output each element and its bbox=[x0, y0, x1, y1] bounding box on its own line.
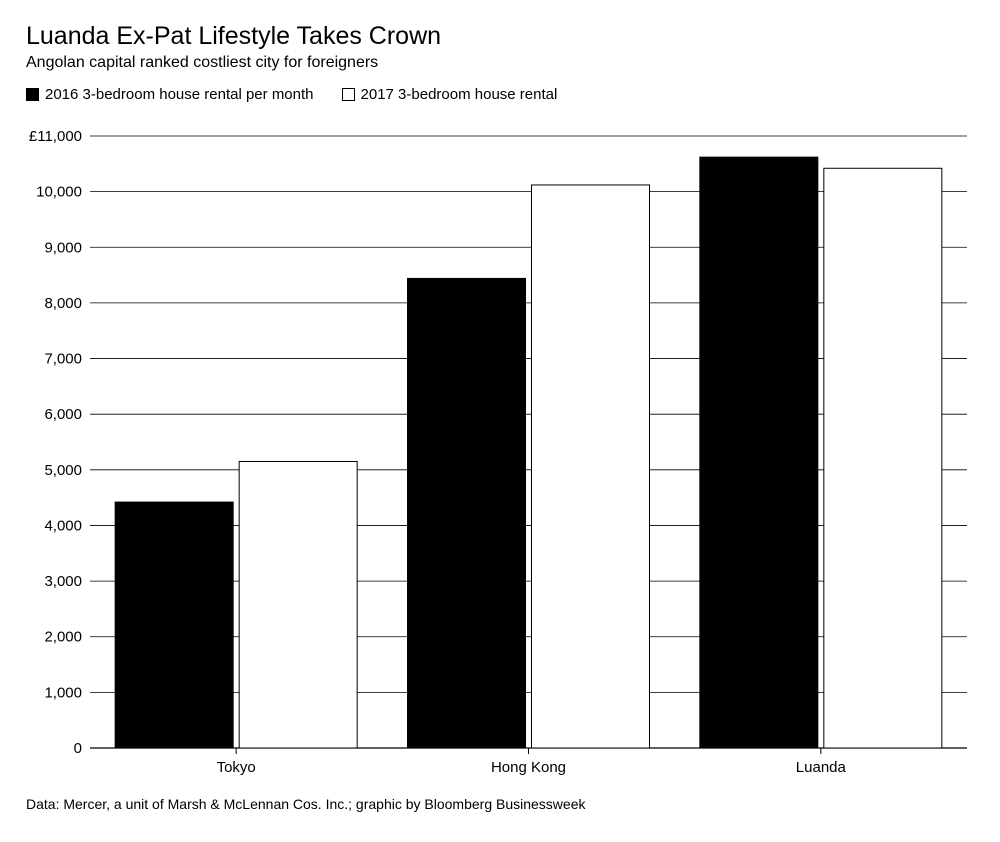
legend-item-2017: 2017 3-bedroom house rental bbox=[341, 86, 558, 103]
y-tick-label: 5,000 bbox=[44, 462, 82, 479]
legend-label-2017: 2017 3-bedroom house rental bbox=[360, 86, 558, 103]
chart-title: Luanda Ex-Pat Lifestyle Takes Crown bbox=[26, 22, 442, 50]
bar-tokyo-series-0 bbox=[114, 501, 234, 749]
y-tick-label: 1,000 bbox=[44, 684, 82, 701]
bar-luanda-series-1 bbox=[823, 167, 943, 749]
x-tick-label: Luanda bbox=[796, 759, 847, 776]
y-tick-label: £11,000 bbox=[29, 128, 82, 145]
bar-luanda-series-0 bbox=[699, 156, 819, 749]
legend-swatch-2017 bbox=[341, 88, 355, 101]
legend-item-2016: 2016 3-bedroom house rental per month bbox=[26, 86, 314, 103]
legend-swatch-2016 bbox=[26, 88, 39, 101]
x-axis-ticks: Tokyo Hong Kong Luanda bbox=[217, 748, 847, 776]
y-tick-label: 6,000 bbox=[44, 406, 82, 423]
grid-lines bbox=[90, 135, 967, 749]
chart-subtitle: Angolan capital ranked costliest city fo… bbox=[26, 54, 379, 71]
bar-hong-kong-series-0 bbox=[407, 277, 526, 749]
source-note: Data: Mercer, a unit of Marsh & McLennan… bbox=[26, 796, 586, 812]
y-tick-label: 0 bbox=[74, 740, 82, 757]
y-tick-label: 2,000 bbox=[44, 629, 82, 646]
x-tick-label: Hong Kong bbox=[491, 759, 566, 776]
legend-label-2016: 2016 3-bedroom house rental per month bbox=[45, 86, 314, 103]
y-tick-label: 9,000 bbox=[44, 239, 82, 256]
y-tick-label: 3,000 bbox=[44, 573, 82, 590]
bar-tokyo-series-1 bbox=[238, 460, 358, 749]
y-tick-label: 4,000 bbox=[44, 517, 82, 534]
bar-hong-kong-series-1 bbox=[531, 184, 650, 749]
y-tick-label: 8,000 bbox=[44, 295, 82, 312]
y-tick-label: 10,000 bbox=[36, 184, 82, 201]
legend: 2016 3-bedroom house rental per month 20… bbox=[26, 86, 585, 103]
bars bbox=[114, 156, 943, 749]
y-axis-ticks: 0 1,000 2,000 3,000 4,000 5,000 6,000 7,000 8,00… bbox=[29, 128, 82, 757]
x-tick-label: Tokyo bbox=[217, 759, 256, 776]
y-tick-label: 7,000 bbox=[44, 351, 82, 368]
